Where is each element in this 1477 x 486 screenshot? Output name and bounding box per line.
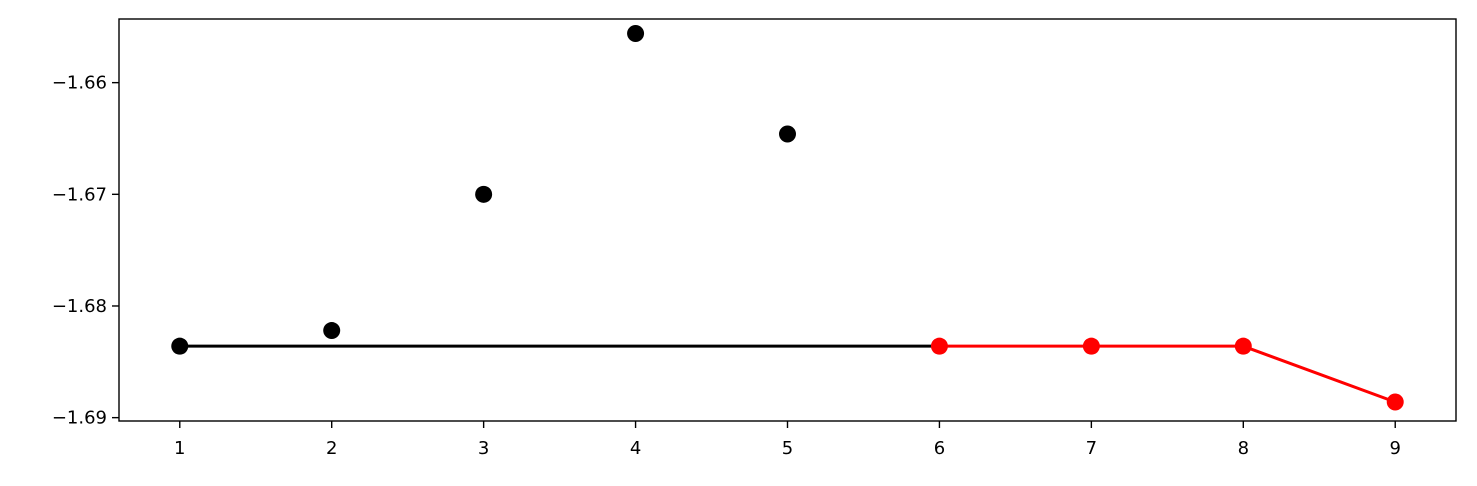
x-axis: 1 2 3 4 5 6 7 8 9	[174, 421, 1401, 459]
x-tick-label: 4	[630, 438, 641, 459]
data-point	[779, 125, 796, 143]
x-tick-label: 7	[1086, 438, 1097, 459]
axes-frame	[118, 18, 1457, 422]
series-line	[939, 344, 1396, 404]
x-tick-label: 2	[326, 438, 337, 459]
y-axis: −1.66 −1.67 −1.68 −1.69	[52, 73, 119, 429]
y-tick-label: −1.68	[52, 296, 107, 317]
data-point	[627, 25, 645, 43]
y-tick-label: −1.69	[52, 408, 107, 429]
data-point	[930, 337, 948, 355]
data-point	[1386, 393, 1404, 411]
series-2	[930, 337, 1404, 411]
y-tick-label: −1.66	[52, 73, 107, 94]
data-point	[475, 185, 493, 203]
x-tick-label: 6	[934, 438, 945, 459]
plot-area	[171, 25, 1404, 411]
data-point	[323, 322, 341, 340]
x-tick-label: 1	[174, 438, 185, 459]
data-point	[1082, 337, 1100, 355]
data-point	[1234, 337, 1252, 355]
x-tick-label: 9	[1390, 438, 1401, 459]
x-tick-label: 5	[782, 438, 793, 459]
x-tick-label: 8	[1238, 438, 1249, 459]
x-tick-label: 3	[478, 438, 489, 459]
series-0	[171, 25, 796, 355]
y-tick-label: −1.67	[52, 184, 107, 205]
